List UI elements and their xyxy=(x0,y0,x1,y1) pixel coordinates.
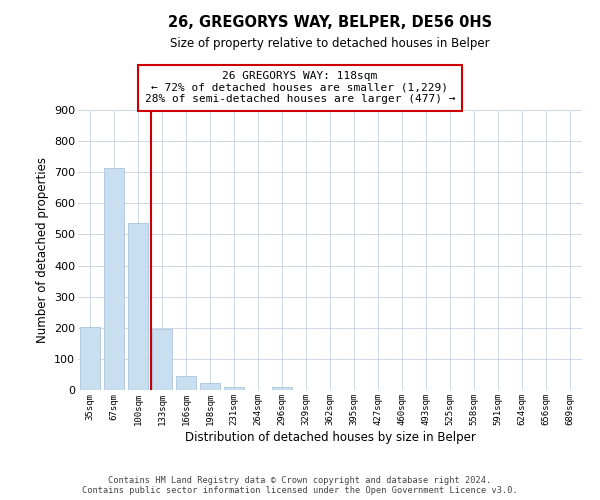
Bar xyxy=(128,222,148,390)
Text: Size of property relative to detached houses in Belper: Size of property relative to detached ho… xyxy=(170,38,490,51)
Bar xyxy=(200,383,220,390)
Bar xyxy=(224,387,244,390)
Bar xyxy=(176,376,196,390)
Text: 26 GREGORYS WAY: 118sqm
← 72% of detached houses are smaller (1,229)
28% of semi: 26 GREGORYS WAY: 118sqm ← 72% of detache… xyxy=(145,71,455,104)
Bar xyxy=(80,327,100,390)
Text: 26, GREGORYS WAY, BELPER, DE56 0HS: 26, GREGORYS WAY, BELPER, DE56 0HS xyxy=(168,15,492,30)
Text: Contains HM Land Registry data © Crown copyright and database right 2024.
Contai: Contains HM Land Registry data © Crown c… xyxy=(82,476,518,495)
Bar xyxy=(272,387,292,390)
X-axis label: Distribution of detached houses by size in Belper: Distribution of detached houses by size … xyxy=(185,430,475,444)
Bar xyxy=(104,168,124,390)
Y-axis label: Number of detached properties: Number of detached properties xyxy=(35,157,49,343)
Bar xyxy=(152,330,172,390)
